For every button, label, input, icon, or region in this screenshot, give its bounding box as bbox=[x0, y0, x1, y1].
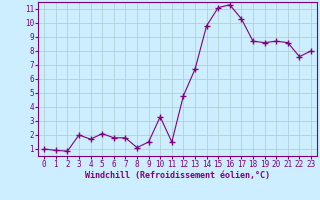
X-axis label: Windchill (Refroidissement éolien,°C): Windchill (Refroidissement éolien,°C) bbox=[85, 171, 270, 180]
